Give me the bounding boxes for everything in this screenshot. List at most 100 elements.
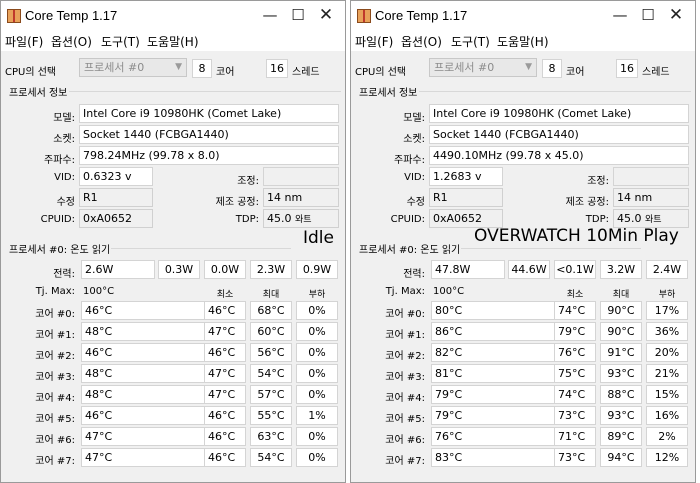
power-uncore: 0.0W: [204, 260, 246, 279]
core-temperature: 46°C: [81, 343, 205, 362]
frequency-label: 주파수:: [394, 155, 425, 166]
menu-options[interactable]: 옵션(O): [401, 35, 442, 49]
core-temp-window-overwatch: Core Temp 1.17 — ☐ ✕ 파일(F) 옵션(O) 도구(T) 도움말(H) CP…: [350, 0, 696, 483]
core-max-temperature: 56°C: [250, 343, 292, 362]
max-column-header: 최대: [262, 290, 280, 300]
cpu-select-dropdown[interactable]: 프로세서 #0 ▼: [429, 58, 537, 77]
core-label: 코어 #7:: [35, 456, 75, 467]
core-min-temperature: 47°C: [204, 364, 246, 383]
core-label: 코어 #6:: [35, 435, 75, 446]
menu-bar: 파일(F) 옵션(O) 도구(T) 도움말(H): [1, 31, 345, 51]
modulation-value: [613, 167, 689, 186]
cpu-select-dropdown[interactable]: 프로세서 #0 ▼: [79, 58, 187, 77]
core-label: 코어 #2:: [385, 351, 425, 362]
menu-options[interactable]: 옵션(O): [51, 35, 92, 49]
core-label: 코어 #0:: [35, 309, 75, 320]
menu-file[interactable]: 파일(F): [355, 35, 394, 49]
core-max-temperature: 54°C: [250, 448, 292, 467]
core-temp-window-idle: Core Temp 1.17 — ☐ ✕ 파일(F) 옵션(O) 도구(T) 도움말(H) CP…: [0, 0, 346, 483]
lithography-value: 14 nm: [263, 188, 339, 207]
core-load: 0%: [296, 385, 338, 404]
frequency-value: 798.24MHz (99.78 x 8.0): [79, 146, 339, 165]
socket-label: 소켓:: [53, 134, 75, 145]
core-min-temperature: 74°C: [554, 385, 596, 404]
power-label: 전력:: [53, 269, 75, 280]
core-temperature: 46°C: [81, 301, 205, 320]
menu-file[interactable]: 파일(F): [5, 35, 44, 49]
load-column-header: 부하: [308, 290, 326, 300]
power-package: 47.8W: [431, 260, 505, 279]
overwatch-caption: OVERWATCH 10Min Play: [474, 226, 679, 246]
core-max-temperature: 90°C: [600, 301, 642, 320]
idle-caption: Idle: [303, 228, 334, 248]
menu-tools[interactable]: 도구(T): [101, 35, 140, 49]
core-max-temperature: 93°C: [600, 406, 642, 425]
load-column-header: 부하: [658, 290, 676, 300]
core-load: 0%: [296, 427, 338, 446]
core-temperature: 48°C: [81, 364, 205, 383]
window-title: Core Temp 1.17: [375, 8, 468, 23]
core-max-temperature: 60°C: [250, 322, 292, 341]
modulation-label: 조정:: [587, 176, 609, 187]
core-load: 0%: [296, 322, 338, 341]
tjmax-value: 100°C: [83, 286, 115, 297]
minimize-icon[interactable]: —: [262, 6, 278, 24]
group-divider: [461, 248, 641, 249]
tdp-label: TDP:: [235, 214, 259, 225]
threads-count: 16: [266, 59, 288, 78]
core-min-temperature: 47°C: [204, 385, 246, 404]
title-bar: Core Temp 1.17 — ☐ ✕: [1, 1, 345, 31]
model-value: Intel Core i9 10980HK (Comet Lake): [79, 104, 339, 123]
core-min-temperature: 46°C: [204, 301, 246, 320]
menu-tools[interactable]: 도구(T): [451, 35, 490, 49]
cpuid-value: 0xA0652: [79, 209, 153, 228]
core-temperature: 48°C: [81, 322, 205, 341]
chevron-down-icon: ▼: [525, 62, 532, 72]
core-label: 코어 #3:: [385, 372, 425, 383]
core-temp-app-icon: [357, 9, 371, 23]
maximize-icon[interactable]: ☐: [291, 6, 305, 24]
socket-label: 소켓:: [403, 134, 425, 145]
core-max-temperature: 54°C: [250, 364, 292, 383]
core-min-temperature: 73°C: [554, 406, 596, 425]
chevron-down-icon: ▼: [175, 62, 182, 72]
core-temperature: 76°C: [431, 427, 555, 446]
core-label: 코어 #4:: [35, 393, 75, 404]
group-divider: [111, 248, 291, 249]
temperature-group-label: 프로세서 #0: 온도 읽기: [9, 245, 111, 256]
core-label: 코어 #1:: [35, 330, 75, 341]
core-min-temperature: 73°C: [554, 448, 596, 467]
core-label: 코어 #5:: [385, 414, 425, 425]
minimize-icon[interactable]: —: [612, 6, 628, 24]
socket-value: Socket 1440 (FCBGA1440): [429, 125, 689, 144]
temperature-group-label: 프로세서 #0: 온도 읽기: [359, 245, 461, 256]
core-load: 0%: [296, 364, 338, 383]
maximize-icon[interactable]: ☐: [641, 6, 655, 24]
menu-help[interactable]: 도움말(H): [497, 35, 549, 49]
tdp-value: 45.0 와트: [263, 209, 339, 228]
core-label: 코어 #6:: [385, 435, 425, 446]
menu-help[interactable]: 도움말(H): [147, 35, 199, 49]
close-icon[interactable]: ✕: [318, 5, 334, 25]
core-load: 21%: [646, 364, 688, 383]
modulation-label: 조정:: [237, 176, 259, 187]
lithography-label: 제조 공정:: [565, 197, 609, 208]
close-icon[interactable]: ✕: [668, 5, 684, 25]
core-temperature: 80°C: [431, 301, 555, 320]
core-temp-app-icon: [7, 9, 21, 23]
core-load: 15%: [646, 385, 688, 404]
core-label: 코어 #2:: [35, 351, 75, 362]
core-load: 36%: [646, 322, 688, 341]
core-load: 17%: [646, 301, 688, 320]
processor-info-group-label: 프로세서 정보: [9, 88, 68, 99]
cpu-select-label: CPU의 선택: [5, 67, 57, 78]
tjmax-label: Tj. Max:: [385, 286, 425, 297]
power-uncore: <0.1W: [554, 260, 596, 279]
tdp-number: 45.0: [617, 212, 642, 225]
core-min-temperature: 46°C: [204, 343, 246, 362]
core-label: 코어 #7:: [385, 456, 425, 467]
core-temperature: 47°C: [81, 427, 205, 446]
core-temperature: 47°C: [81, 448, 205, 467]
vid-value: 0.6323 v: [79, 167, 153, 186]
cpu-select-value: 프로세서 #0: [434, 61, 495, 74]
